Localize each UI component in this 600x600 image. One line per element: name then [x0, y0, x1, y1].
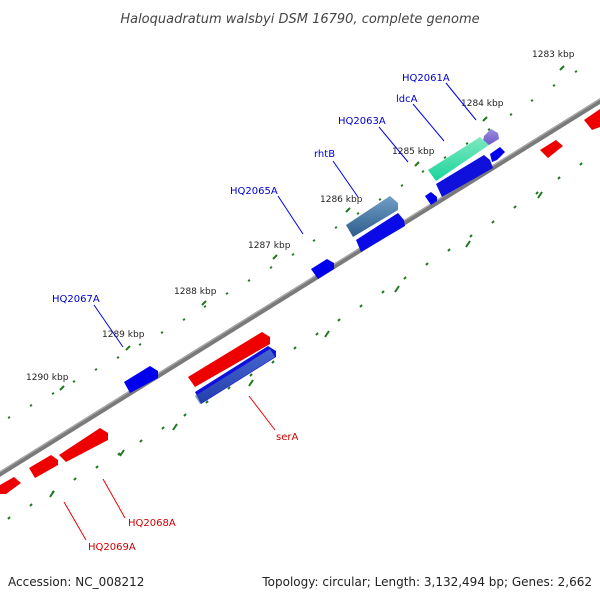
- label-hq2067a[interactable]: HQ2067A: [52, 294, 100, 305]
- gene-hq2065a[interactable]: [311, 259, 334, 279]
- scale-label-1290: 1290 kbp: [26, 373, 69, 383]
- gene-sera[interactable]: [188, 332, 270, 387]
- label-hq2069a[interactable]: HQ2069A: [88, 542, 136, 553]
- genome-backbone: [0, 98, 600, 477]
- gene-reverse-right-2[interactable]: [584, 109, 600, 130]
- reverse-genes: [0, 109, 600, 494]
- inner-major-ticks: [49, 191, 543, 498]
- gene-hq2061a[interactable]: [482, 129, 499, 146]
- gene-hq2063a-small[interactable]: [490, 147, 505, 162]
- scale-label-1289: 1289 kbp: [102, 330, 145, 340]
- gene-forward-3[interactable]: [356, 213, 405, 252]
- scale-label-1287: 1287 kbp: [248, 241, 291, 251]
- gene-hq2068a[interactable]: [59, 428, 108, 462]
- outer-scale-ticks: [7, 70, 578, 419]
- gene-sera-blend[interactable]: [195, 349, 275, 404]
- scale-label-1283: 1283 kbp: [532, 50, 575, 60]
- accession-text: Accession: NC_008212: [8, 575, 144, 589]
- label-leaders-reverse: [63, 395, 276, 541]
- label-hq2063a[interactable]: HQ2063A: [338, 116, 386, 127]
- forward-genes: [124, 129, 505, 404]
- gene-forward-1[interactable]: [436, 155, 493, 197]
- outer-major-ticks: [59, 65, 565, 391]
- gene-rhtb[interactable]: [346, 196, 398, 237]
- map-title: Haloquadratum walsbyi DSM 16790, complet…: [120, 12, 479, 27]
- label-hq2061a[interactable]: HQ2061A: [402, 73, 450, 84]
- gene-hq2069a[interactable]: [29, 455, 58, 478]
- label-hq2068a[interactable]: HQ2068A: [128, 518, 176, 529]
- topology-text: Topology: circular; Length: 3,132,494 bp…: [261, 575, 592, 589]
- gene-hq2067a[interactable]: [124, 366, 158, 393]
- label-sera[interactable]: serA: [276, 432, 298, 443]
- scale-label-1285: 1285 kbp: [392, 147, 435, 157]
- label-rhtb[interactable]: rhtB: [314, 149, 335, 160]
- genome-backbone-highlight: [0, 98, 600, 473]
- scale-label-1286: 1286 kbp: [320, 195, 363, 205]
- gene-reverse-right-1[interactable]: [540, 140, 563, 158]
- scale-label-1288: 1288 kbp: [174, 287, 217, 297]
- gene-forward-2[interactable]: [425, 192, 437, 205]
- label-hq2065a[interactable]: HQ2065A: [230, 186, 278, 197]
- gene-ldca[interactable]: [428, 137, 489, 181]
- inner-scale-ticks: [7, 162, 583, 520]
- label-ldca[interactable]: ldcA: [396, 94, 418, 105]
- label-leaders-forward: [93, 82, 477, 348]
- scale-label-1284: 1284 kbp: [461, 99, 504, 109]
- gene-reverse-left[interactable]: [0, 477, 21, 494]
